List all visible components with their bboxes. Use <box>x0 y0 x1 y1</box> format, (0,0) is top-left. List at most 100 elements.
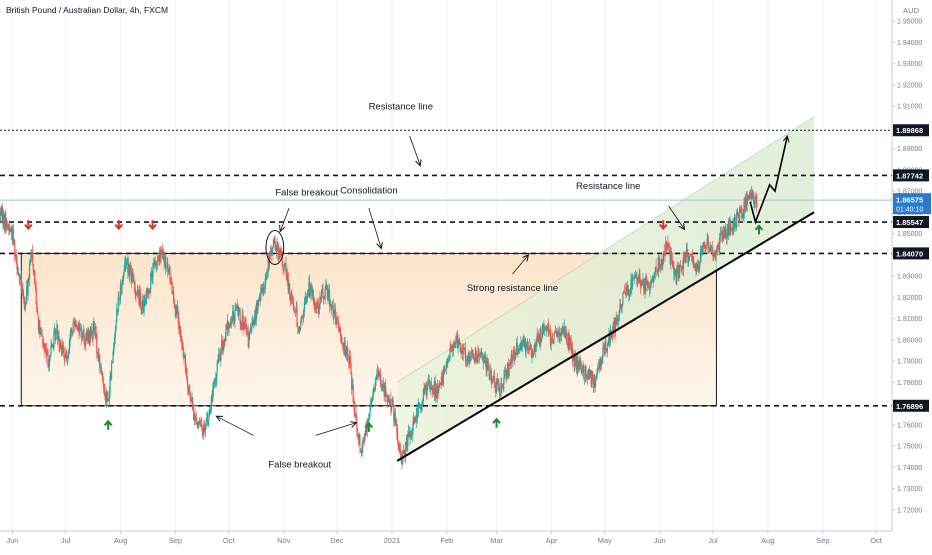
candle-body <box>390 398 392 410</box>
candle-body <box>335 318 337 323</box>
candle-body <box>727 220 730 235</box>
candle-body <box>185 370 187 374</box>
candle-body <box>369 404 371 412</box>
candle-body <box>116 309 119 313</box>
candle-body <box>115 323 117 331</box>
candle-body <box>573 356 575 368</box>
candle-body <box>417 403 419 417</box>
candle-body <box>462 350 464 354</box>
candle-body <box>198 422 200 427</box>
candle-body <box>501 383 503 387</box>
candle-body <box>42 338 44 346</box>
candle-body <box>677 264 679 278</box>
candle-body <box>282 267 284 269</box>
candle-body <box>122 273 124 281</box>
candle-body <box>96 332 98 354</box>
candle-body <box>3 213 5 226</box>
candle-body <box>605 341 607 351</box>
candle-body <box>55 328 57 340</box>
candle-body <box>93 321 95 332</box>
candle-body <box>88 329 90 344</box>
candle-body <box>724 227 727 239</box>
candle-body <box>449 347 451 360</box>
candle-body <box>51 344 53 347</box>
time-tick-label: Aug <box>761 536 774 545</box>
candle-body <box>754 197 756 206</box>
candle-body <box>340 333 342 336</box>
candle-body <box>577 362 580 370</box>
candle-body <box>312 290 314 301</box>
candle-body <box>110 376 112 378</box>
candle-body <box>77 322 79 329</box>
candle-body <box>535 341 538 348</box>
candle-body <box>639 273 641 280</box>
level-price-label: 1.87742 <box>896 171 923 180</box>
candle-body <box>420 407 422 409</box>
candle-body <box>733 216 736 230</box>
candle-body <box>597 366 600 369</box>
candle-body <box>509 362 512 366</box>
candle-body <box>696 268 698 272</box>
candle-body <box>212 381 215 390</box>
candle-body <box>672 264 674 268</box>
candle-body <box>283 265 286 268</box>
annotation-label: Strong resistance line <box>467 283 558 294</box>
price-tick-label: 1.95000 <box>897 19 922 26</box>
candle-body <box>311 289 314 296</box>
candle-body <box>211 395 213 399</box>
candle-body <box>692 261 694 263</box>
candle-body <box>608 335 611 344</box>
candle-body <box>48 365 50 367</box>
candle-body <box>638 275 640 283</box>
candle-body <box>207 415 209 425</box>
ascending-channel <box>397 116 814 461</box>
candle-body <box>755 195 757 198</box>
candle-body <box>92 323 94 340</box>
annotation-label: False breakout <box>275 187 338 198</box>
candle-body <box>165 265 167 269</box>
candle-body <box>100 366 102 373</box>
candle-body <box>739 209 741 212</box>
candle-body <box>586 374 589 379</box>
candle-body <box>416 407 418 422</box>
candle-body <box>734 217 736 222</box>
candle-body <box>147 288 149 295</box>
candle-body <box>521 341 523 345</box>
candle-body <box>529 344 532 347</box>
candle-body <box>73 322 75 323</box>
candle-body <box>306 298 308 302</box>
candle-body <box>325 285 327 290</box>
buy-arrow-icon <box>364 421 374 432</box>
candle-body <box>408 432 410 435</box>
candle-body <box>379 372 381 374</box>
candle-body <box>35 287 37 305</box>
candle-body <box>235 307 237 310</box>
candle-body <box>269 251 271 264</box>
candle-body <box>566 332 568 344</box>
candle-body <box>303 310 305 318</box>
candle-body <box>328 289 331 306</box>
candle-body <box>198 420 201 424</box>
candle-body <box>244 324 246 326</box>
candle-body <box>17 272 20 274</box>
candle-body <box>34 283 37 289</box>
candle-body <box>238 307 240 316</box>
candle-body <box>446 358 448 363</box>
candle-body <box>699 251 702 263</box>
candle-body <box>99 355 101 369</box>
candle-body <box>643 280 645 288</box>
candle-body <box>440 383 442 385</box>
candle-body <box>634 274 637 279</box>
candle-body <box>254 310 256 325</box>
candle-body <box>569 338 571 350</box>
candle-body <box>203 424 205 435</box>
candle-body <box>606 347 608 352</box>
candle-body <box>671 251 673 260</box>
candle-body <box>675 270 677 284</box>
candle-body <box>140 302 142 309</box>
candle-body <box>581 371 583 374</box>
candle-body <box>9 228 11 232</box>
candle-body <box>156 260 158 263</box>
